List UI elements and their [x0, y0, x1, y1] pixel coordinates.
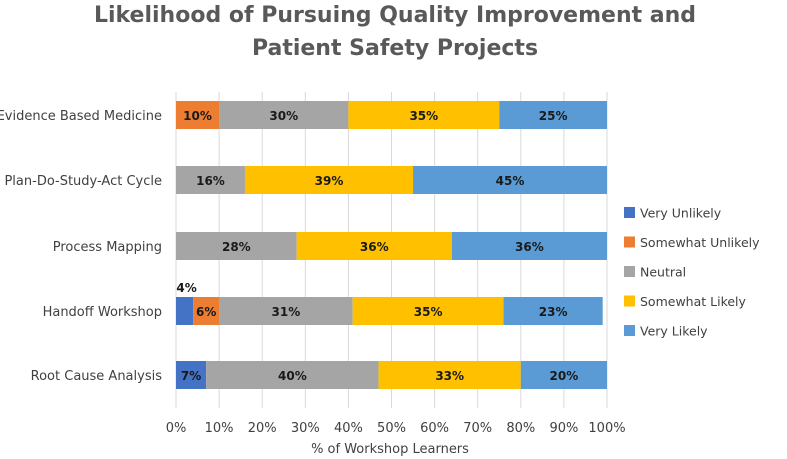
- bar-segment: [378, 361, 521, 389]
- x-tick-label: 50%: [377, 421, 406, 436]
- bar-segment: [503, 297, 603, 325]
- x-axis-title: % of Workshop Learners: [311, 442, 469, 457]
- x-tick-label: 70%: [463, 421, 492, 436]
- x-tick-label: 10%: [205, 421, 234, 436]
- chart-title-line-2: Patient Safety Projects: [252, 36, 538, 61]
- category-label: Process Mapping: [53, 240, 162, 255]
- legend-swatch: [624, 236, 635, 248]
- legend-swatch: [624, 325, 635, 336]
- data-label: 6%: [196, 305, 216, 319]
- bar-segment: [176, 297, 194, 325]
- bar-segment: [176, 232, 297, 260]
- bars: 10% 30% 35% 25% 16% 39% 45% 28% 36% 36% 4%6% 31% 35%…: [176, 101, 607, 389]
- bar-segment: [352, 297, 504, 325]
- bar-segment: [219, 297, 353, 325]
- x-axis-ticks: 0% 10% 20% 30% 40% 50% 60% 70% 80% 90% 100%: [166, 421, 626, 436]
- x-tick-label: 90%: [549, 421, 578, 436]
- data-label: 45%: [496, 174, 525, 188]
- x-tick-label: 60%: [420, 421, 449, 436]
- category-label: Evidence Based Medicine: [0, 109, 162, 124]
- legend-label: Very Likely: [640, 324, 708, 339]
- legend-swatch: [624, 266, 635, 277]
- x-tick-label: 0%: [166, 421, 187, 436]
- x-tick-label: 80%: [506, 421, 535, 436]
- legend-label: Somewhat Unlikely: [640, 235, 760, 250]
- x-tick-label: 100%: [588, 421, 625, 436]
- data-label: 40%: [278, 369, 307, 383]
- bar-segment: [219, 101, 349, 129]
- category-label: Root Cause Analysis: [31, 369, 163, 384]
- legend-label: Neutral: [640, 265, 686, 280]
- category-label: Plan-Do-Study-Act Cycle: [4, 174, 162, 189]
- bar-segment: [176, 166, 245, 194]
- bar-segment: [520, 361, 607, 389]
- x-tick-label: 40%: [334, 421, 363, 436]
- data-label: 20%: [550, 369, 579, 383]
- x-tick-label: 20%: [248, 421, 277, 436]
- bar-segment: [451, 232, 607, 260]
- data-label: 36%: [515, 240, 544, 254]
- bar-segment: [413, 166, 607, 194]
- data-label: 36%: [360, 240, 389, 254]
- category-label: Handoff Workshop: [43, 305, 162, 320]
- legend-label: Somewhat Likely: [640, 294, 747, 309]
- data-label: 16%: [196, 174, 225, 188]
- bar-segment: [176, 361, 207, 389]
- data-label: 23%: [539, 305, 568, 319]
- data-label: 4%: [176, 281, 196, 295]
- bar-segment: [206, 361, 379, 389]
- bar-segment: [193, 297, 220, 325]
- legend: Very Unlikely Somewhat Unlikely Neutral Som…: [624, 206, 760, 339]
- data-label: 7%: [181, 369, 201, 383]
- legend-swatch: [624, 295, 635, 307]
- category-labels: Evidence Based Medicine Plan-Do-Study-Act…: [0, 109, 162, 384]
- data-label: 33%: [435, 369, 464, 383]
- data-label: 31%: [272, 305, 301, 319]
- bar-segment: [244, 166, 414, 194]
- bar-segment: [176, 101, 220, 129]
- x-tick-label: 30%: [291, 421, 320, 436]
- bar-segment: [499, 101, 607, 129]
- legend-label: Very Unlikely: [640, 206, 722, 221]
- chart-title-line-1: Likelihood of Pursuing Quality Improveme…: [94, 3, 696, 28]
- data-label: 25%: [539, 109, 568, 123]
- bar-segment: [296, 232, 452, 260]
- data-label: 39%: [315, 174, 344, 188]
- data-label: 28%: [222, 240, 251, 254]
- data-label: 35%: [409, 109, 438, 123]
- legend-swatch: [624, 207, 635, 218]
- data-label: 35%: [414, 305, 443, 319]
- data-label: 30%: [269, 109, 298, 123]
- data-label: 10%: [183, 109, 212, 123]
- bar-segment: [348, 101, 500, 129]
